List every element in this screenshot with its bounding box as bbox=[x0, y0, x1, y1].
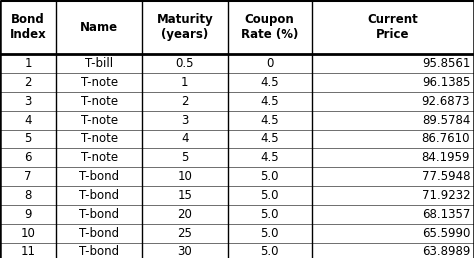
Text: 95.8561: 95.8561 bbox=[422, 57, 470, 70]
Text: Name: Name bbox=[80, 21, 118, 34]
Text: 5.0: 5.0 bbox=[260, 227, 279, 240]
Text: T-note: T-note bbox=[81, 114, 118, 127]
Text: T-bond: T-bond bbox=[79, 189, 119, 202]
Text: T-note: T-note bbox=[81, 95, 118, 108]
Text: Current
Price: Current Price bbox=[367, 13, 419, 41]
Text: 10: 10 bbox=[20, 227, 36, 240]
Text: 7: 7 bbox=[24, 170, 32, 183]
Text: 25: 25 bbox=[177, 227, 192, 240]
Text: 92.6873: 92.6873 bbox=[422, 95, 470, 108]
Text: 2: 2 bbox=[181, 95, 189, 108]
Text: 4: 4 bbox=[24, 114, 32, 127]
Text: 30: 30 bbox=[177, 245, 192, 258]
Text: T-bond: T-bond bbox=[79, 227, 119, 240]
Text: 0.5: 0.5 bbox=[175, 57, 194, 70]
Text: 6: 6 bbox=[24, 151, 32, 164]
Text: Maturity
(years): Maturity (years) bbox=[156, 13, 213, 41]
Text: T-note: T-note bbox=[81, 151, 118, 164]
Text: 5.0: 5.0 bbox=[260, 208, 279, 221]
Text: 71.9232: 71.9232 bbox=[421, 189, 470, 202]
Text: 68.1357: 68.1357 bbox=[422, 208, 470, 221]
Text: 2: 2 bbox=[24, 76, 32, 89]
Text: 4: 4 bbox=[181, 132, 189, 146]
Text: 5.0: 5.0 bbox=[260, 189, 279, 202]
Text: T-note: T-note bbox=[81, 76, 118, 89]
Text: 5: 5 bbox=[181, 151, 189, 164]
Text: 4.5: 4.5 bbox=[260, 95, 279, 108]
Text: 15: 15 bbox=[177, 189, 192, 202]
Text: 65.5990: 65.5990 bbox=[422, 227, 470, 240]
Text: 4.5: 4.5 bbox=[260, 132, 279, 146]
Text: 4.5: 4.5 bbox=[260, 76, 279, 89]
Text: 5.0: 5.0 bbox=[260, 170, 279, 183]
Text: T-bond: T-bond bbox=[79, 170, 119, 183]
Text: 5.0: 5.0 bbox=[260, 245, 279, 258]
Text: 4.5: 4.5 bbox=[260, 151, 279, 164]
Text: Coupon
Rate (%): Coupon Rate (%) bbox=[241, 13, 299, 41]
Text: 5: 5 bbox=[24, 132, 32, 146]
Text: 84.1959: 84.1959 bbox=[422, 151, 470, 164]
Text: 10: 10 bbox=[177, 170, 192, 183]
Text: 9: 9 bbox=[24, 208, 32, 221]
Text: 11: 11 bbox=[20, 245, 36, 258]
Text: 0: 0 bbox=[266, 57, 273, 70]
Text: 86.7610: 86.7610 bbox=[422, 132, 470, 146]
Text: T-bill: T-bill bbox=[85, 57, 113, 70]
Text: 8: 8 bbox=[24, 189, 32, 202]
Text: 77.5948: 77.5948 bbox=[422, 170, 470, 183]
Text: 3: 3 bbox=[181, 114, 189, 127]
Text: Bond
Index: Bond Index bbox=[9, 13, 46, 41]
Text: 1: 1 bbox=[24, 57, 32, 70]
Text: 3: 3 bbox=[24, 95, 32, 108]
Text: 89.5784: 89.5784 bbox=[422, 114, 470, 127]
Text: 63.8989: 63.8989 bbox=[422, 245, 470, 258]
Text: 96.1385: 96.1385 bbox=[422, 76, 470, 89]
Text: 20: 20 bbox=[177, 208, 192, 221]
Text: T-bond: T-bond bbox=[79, 245, 119, 258]
Text: T-note: T-note bbox=[81, 132, 118, 146]
Text: T-bond: T-bond bbox=[79, 208, 119, 221]
Text: 1: 1 bbox=[181, 76, 189, 89]
Text: 4.5: 4.5 bbox=[260, 114, 279, 127]
